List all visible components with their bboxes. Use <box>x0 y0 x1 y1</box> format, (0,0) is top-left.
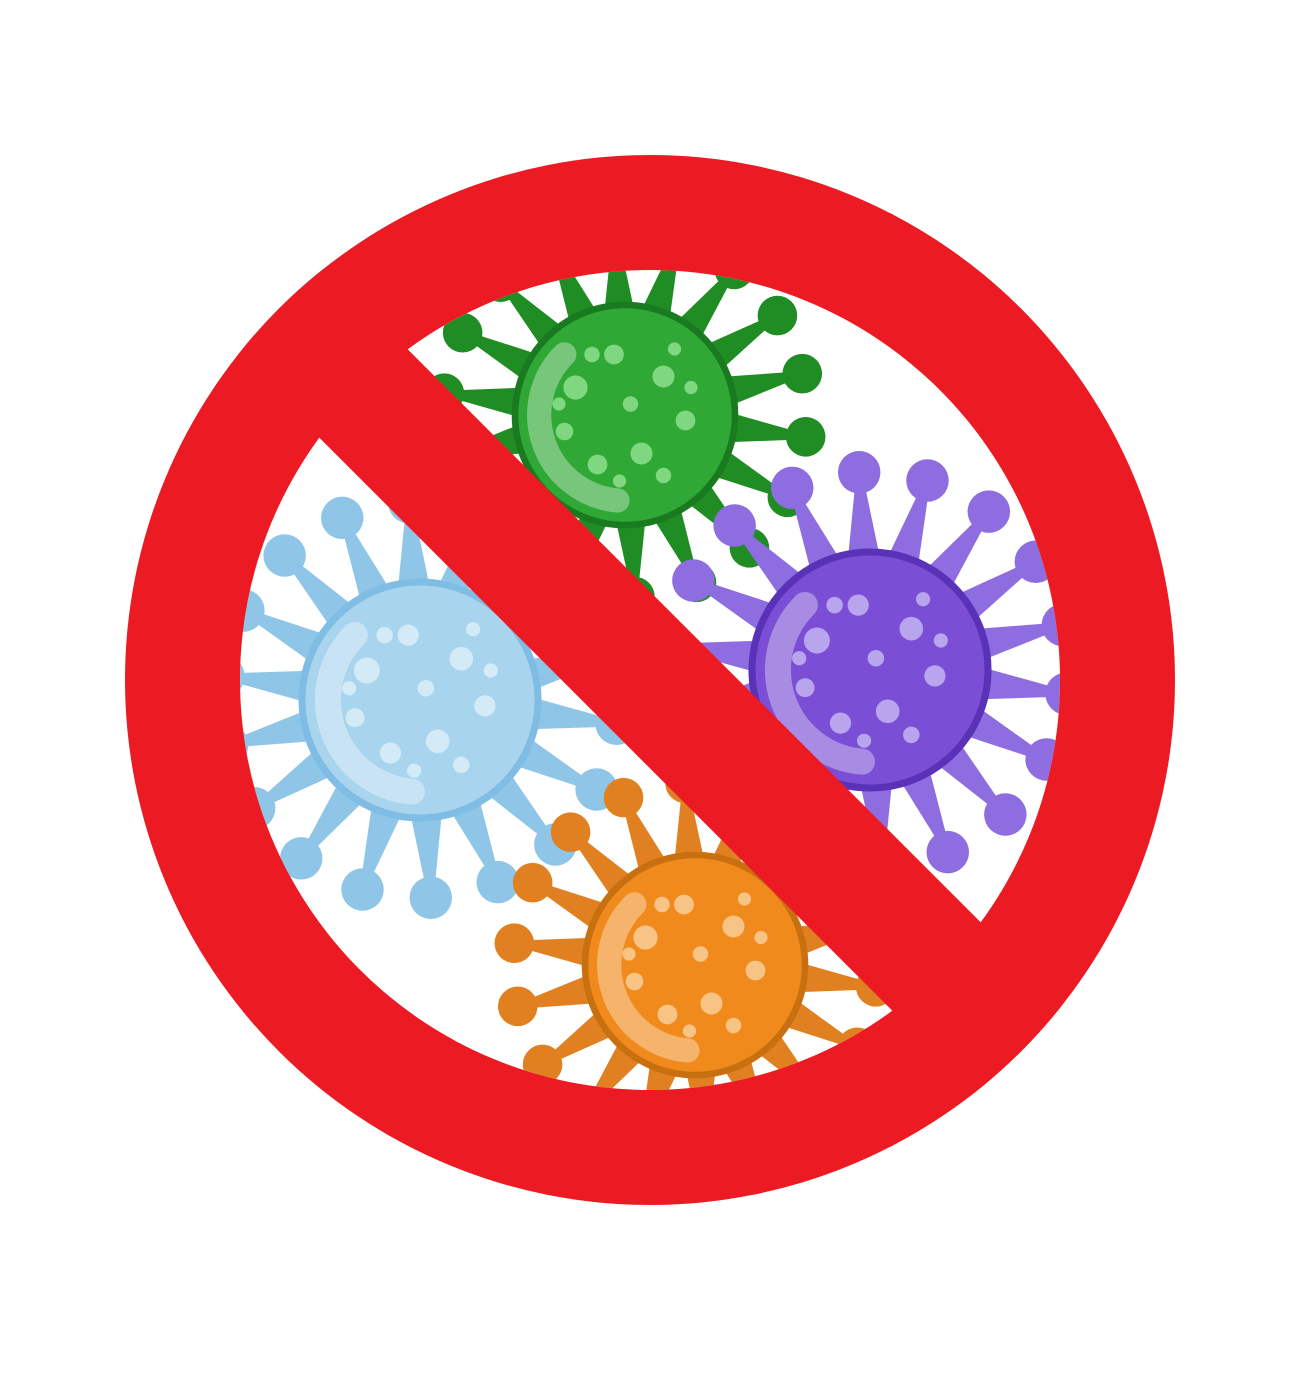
infographic-stage <box>0 0 1300 1390</box>
no-virus-sign <box>0 0 1300 1390</box>
